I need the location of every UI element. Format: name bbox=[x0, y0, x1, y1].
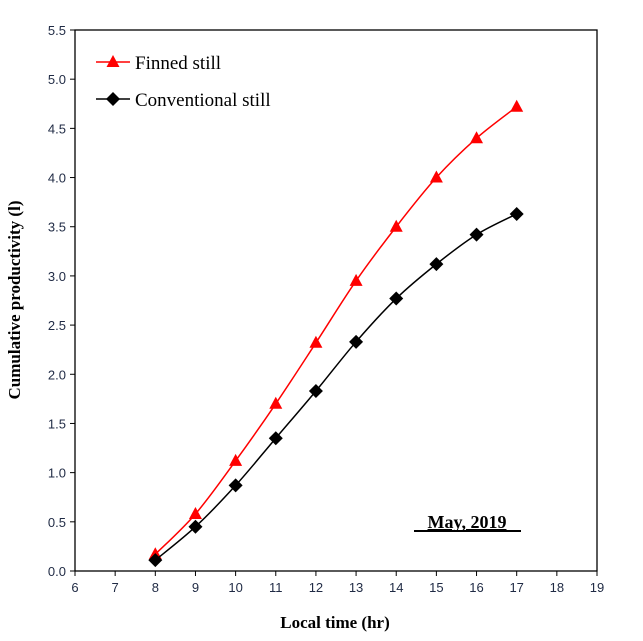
conventional-still-point bbox=[389, 291, 404, 306]
date-annotation: May, 2019 bbox=[428, 512, 507, 532]
x-tick-label: 13 bbox=[349, 580, 363, 595]
x-tick-label: 12 bbox=[309, 580, 323, 595]
plot-frame bbox=[74, 29, 598, 572]
finned-still-point bbox=[188, 506, 202, 519]
finned-still-point bbox=[229, 453, 243, 466]
x-tick-label: 8 bbox=[152, 580, 159, 595]
y-axis-label: Cumulative productivity (l) bbox=[5, 201, 24, 400]
x-tick-label: 11 bbox=[269, 580, 283, 595]
conventional-still-point bbox=[228, 478, 243, 493]
x-tick-label: 19 bbox=[590, 580, 604, 595]
y-tick-label: 2.0 bbox=[48, 367, 66, 382]
y-tick-label: 2.5 bbox=[48, 318, 66, 333]
x-tick-label: 9 bbox=[192, 580, 199, 595]
x-tick-label: 7 bbox=[112, 580, 119, 595]
y-tick-label: 4.0 bbox=[48, 171, 66, 186]
x-axis-label: Local time (hr) bbox=[280, 613, 390, 632]
finned-still-point bbox=[470, 131, 484, 144]
x-tick-label: 10 bbox=[228, 580, 242, 595]
y-tick-label: 4.5 bbox=[48, 121, 66, 136]
legend-label: Conventional still bbox=[135, 90, 271, 111]
y-tick-label: 5.0 bbox=[48, 72, 66, 87]
conventional-still-line bbox=[154, 213, 518, 561]
conventional-still-point bbox=[469, 227, 484, 242]
conventional-still-point bbox=[308, 383, 323, 398]
conventional-still-point bbox=[349, 334, 364, 349]
x-tick-label: 18 bbox=[550, 580, 564, 595]
conventional-still-point bbox=[509, 206, 524, 221]
x-tick-label: 17 bbox=[509, 580, 523, 595]
y-tick-label: 0.5 bbox=[48, 515, 66, 530]
legend-label: Finned still bbox=[135, 53, 221, 74]
y-tick-label: 1.5 bbox=[48, 416, 66, 431]
x-tick-label: 16 bbox=[469, 580, 483, 595]
legend-marker bbox=[106, 92, 120, 106]
finned-still-point bbox=[269, 396, 283, 409]
y-tick-label: 0.0 bbox=[48, 564, 66, 579]
finned-still-line bbox=[154, 106, 518, 555]
conventional-still-point bbox=[148, 553, 163, 568]
conventional-still-point bbox=[188, 519, 203, 534]
finned-still-point bbox=[510, 99, 524, 112]
x-tick-label: 6 bbox=[71, 580, 78, 595]
y-tick-label: 5.5 bbox=[48, 23, 66, 38]
y-tick-label: 1.0 bbox=[48, 466, 66, 481]
legend-marker bbox=[106, 55, 120, 67]
finned-still-point bbox=[429, 170, 443, 183]
finned-still-point bbox=[349, 273, 363, 286]
finned-still-point bbox=[309, 335, 323, 348]
y-tick-label: 3.5 bbox=[48, 220, 66, 235]
x-tick-label: 14 bbox=[389, 580, 403, 595]
finned-still-point bbox=[389, 219, 403, 232]
x-tick-label: 15 bbox=[429, 580, 443, 595]
y-tick-label: 3.0 bbox=[48, 269, 66, 284]
conventional-still-point bbox=[429, 257, 444, 272]
conventional-still-point bbox=[268, 431, 283, 446]
